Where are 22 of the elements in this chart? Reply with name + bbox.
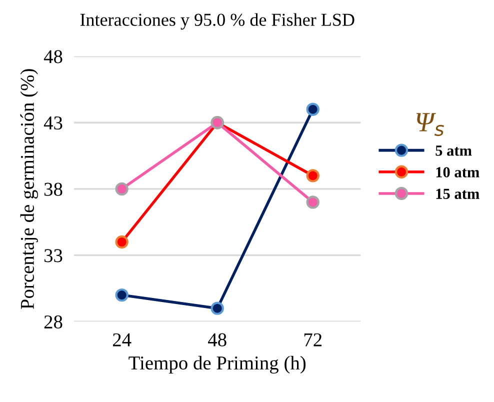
point bbox=[306, 102, 320, 116]
x-tick-label: 24 bbox=[112, 333, 132, 346]
legend-title: Ψ$_{s}$ bbox=[416, 113, 444, 136]
x-tick-label: 72 bbox=[304, 333, 322, 346]
legend-label: 10 atm bbox=[436, 167, 480, 178]
point bbox=[210, 302, 224, 315]
chart-title: Interacciones y 95.0 % de Fisher LSD bbox=[80, 13, 354, 30]
y-tick-label: 48 bbox=[44, 50, 62, 64]
y-axis-title: Porcentaje de germinación (%) bbox=[20, 69, 38, 310]
x-tick-label: 48 bbox=[208, 333, 226, 346]
legend-label: 15 atm bbox=[436, 188, 480, 199]
point bbox=[115, 182, 128, 196]
y-tick-label: 33 bbox=[44, 249, 62, 262]
y-tick-label: 38 bbox=[44, 182, 62, 196]
point bbox=[306, 196, 320, 209]
point bbox=[306, 169, 320, 182]
y-tick-label: 43 bbox=[44, 116, 62, 130]
y-tick-label: 28 bbox=[44, 315, 62, 329]
legend-label: 5 atm bbox=[436, 146, 472, 156]
x-axis-title: Tiempo de Priming (h) bbox=[128, 356, 306, 374]
point bbox=[115, 288, 128, 302]
point bbox=[115, 235, 128, 249]
